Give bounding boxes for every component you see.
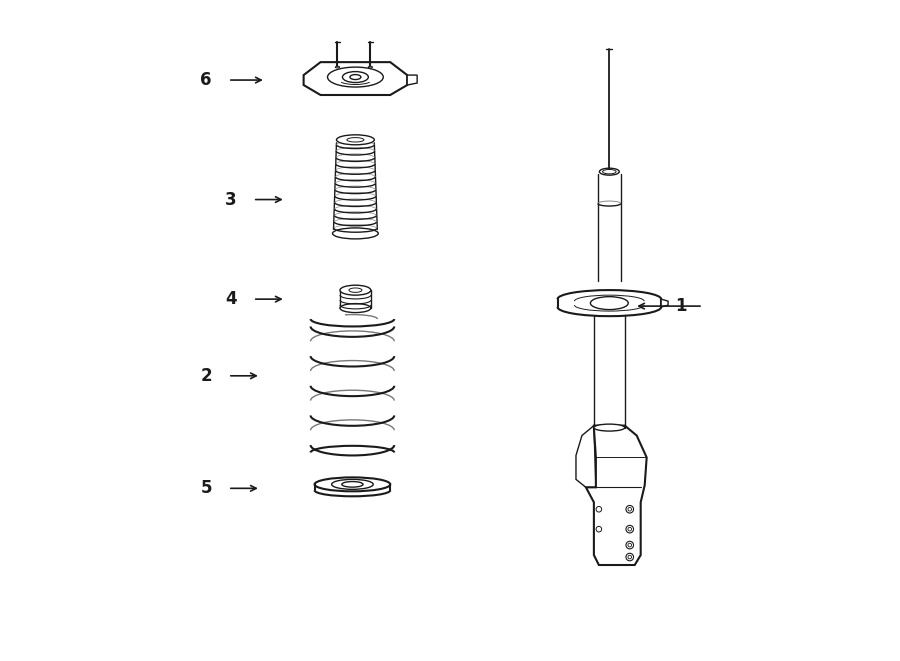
Ellipse shape [328, 67, 383, 87]
Polygon shape [407, 75, 417, 85]
Text: 3: 3 [225, 190, 237, 209]
Ellipse shape [340, 285, 371, 295]
Ellipse shape [626, 506, 634, 513]
Ellipse shape [628, 508, 632, 511]
Polygon shape [338, 286, 373, 310]
Ellipse shape [337, 135, 374, 145]
Ellipse shape [594, 424, 625, 431]
Polygon shape [576, 426, 596, 487]
Ellipse shape [340, 303, 371, 313]
Ellipse shape [332, 228, 378, 239]
Ellipse shape [553, 284, 666, 322]
Ellipse shape [336, 66, 339, 68]
Polygon shape [306, 319, 400, 453]
Text: 5: 5 [201, 479, 212, 497]
Polygon shape [586, 426, 647, 565]
Ellipse shape [346, 137, 364, 142]
Ellipse shape [626, 553, 634, 561]
Ellipse shape [590, 297, 628, 309]
Text: 4: 4 [225, 290, 237, 308]
Ellipse shape [626, 541, 634, 549]
Text: 1: 1 [675, 297, 687, 315]
Polygon shape [662, 299, 668, 307]
Polygon shape [593, 315, 626, 428]
Ellipse shape [368, 66, 373, 68]
Ellipse shape [628, 527, 632, 531]
Ellipse shape [628, 543, 632, 547]
Ellipse shape [596, 526, 602, 532]
Polygon shape [598, 174, 621, 281]
Ellipse shape [315, 477, 391, 491]
Ellipse shape [331, 479, 374, 489]
Ellipse shape [342, 482, 363, 487]
Polygon shape [303, 62, 407, 95]
Ellipse shape [626, 525, 634, 533]
Text: 6: 6 [201, 71, 212, 89]
Ellipse shape [628, 555, 632, 559]
Polygon shape [332, 140, 378, 233]
Ellipse shape [349, 288, 362, 292]
Ellipse shape [350, 75, 361, 79]
Ellipse shape [599, 168, 619, 175]
Ellipse shape [343, 71, 368, 83]
Ellipse shape [310, 473, 395, 504]
Ellipse shape [603, 169, 616, 174]
Text: 2: 2 [200, 367, 212, 385]
Ellipse shape [596, 506, 602, 512]
